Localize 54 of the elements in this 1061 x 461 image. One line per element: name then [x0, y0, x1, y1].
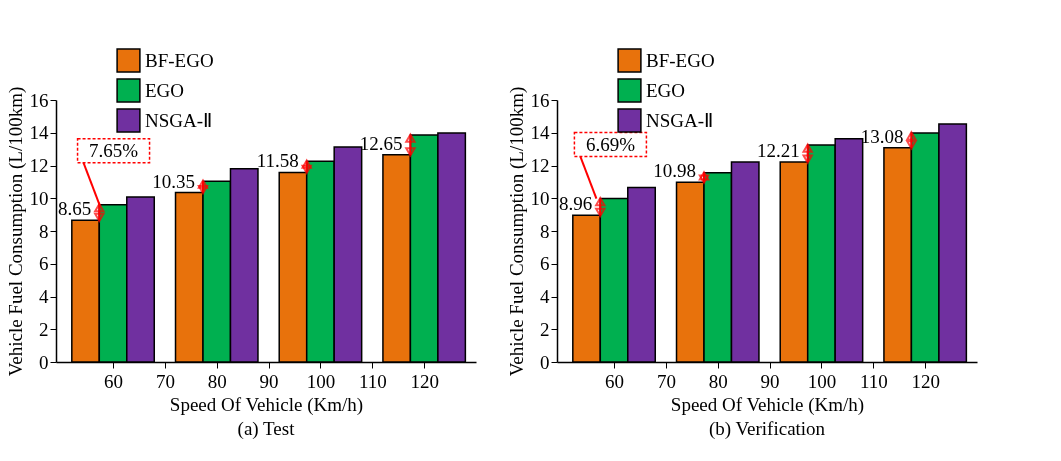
- legend-label: BF-EGO: [646, 49, 715, 71]
- x-tick-label: 60: [104, 370, 124, 392]
- x-axis-title: Speed Of Vehicle (Km/h): [169, 393, 364, 416]
- x-tick-label: 120: [410, 370, 439, 392]
- y-tick-label: 0: [39, 351, 49, 373]
- x-tick-label: 90: [760, 370, 780, 392]
- x-tick-label: 60: [605, 370, 625, 392]
- y-tick-label: 10: [530, 187, 550, 209]
- data-label: 13.08: [860, 125, 904, 147]
- y-tick-label: 4: [39, 286, 49, 307]
- x-axis-title: Speed Of Vehicle (Km/h): [670, 393, 865, 416]
- y-tick-label: 14: [530, 122, 550, 144]
- legend-label: NSGA-Ⅱ: [646, 109, 714, 131]
- data-label: 12.65: [359, 132, 403, 154]
- y-tick-label: 12: [29, 155, 49, 176]
- data-label: 10.35: [152, 170, 195, 192]
- x-tick-label: 100: [807, 370, 837, 392]
- x-tick-label: 110: [859, 370, 888, 392]
- y-axis-title: Vehicle Fuel Consumption (L/100km): [4, 86, 27, 377]
- x-tick-label: 80: [207, 370, 227, 392]
- annotation: 6.69%: [585, 133, 636, 155]
- y-tick-label: 8: [39, 220, 49, 242]
- y-tick-label: 10: [29, 187, 49, 209]
- text: (a) Test: [237, 418, 296, 440]
- y-tick-label: 16: [530, 89, 550, 111]
- y-tick-label: 4: [540, 286, 550, 307]
- data-label: 8.96: [559, 193, 593, 215]
- legend-label: EGO: [646, 79, 686, 101]
- x-tick-label: 100: [306, 370, 336, 392]
- y-tick-label: 6: [540, 253, 550, 275]
- text: (b) Verification: [708, 418, 826, 440]
- x-tick-label: 70: [656, 370, 676, 392]
- y-tick-label: 8: [540, 220, 550, 242]
- x-tick-label: 80: [708, 370, 728, 392]
- y-tick-label: 2: [39, 318, 49, 340]
- data-label: 10.98: [653, 160, 696, 182]
- y-tick-label: 2: [540, 318, 550, 340]
- y-tick-label: 14: [29, 122, 49, 144]
- legend-label: NSGA-Ⅱ: [145, 109, 213, 131]
- x-tick-label: 120: [911, 370, 940, 392]
- y-axis-title: Vehicle Fuel Consumption (L/100km): [505, 86, 528, 377]
- data-label: 12.21: [756, 140, 800, 162]
- annotation: 7.65%: [89, 139, 139, 161]
- x-tick-label: 110: [358, 370, 387, 392]
- y-tick-label: 16: [29, 89, 49, 111]
- y-tick-label: 12: [530, 155, 550, 176]
- y-tick-label: 6: [39, 253, 49, 275]
- legend-label: BF-EGO: [145, 49, 214, 71]
- x-tick-label: 90: [259, 370, 279, 392]
- legend-label: EGO: [145, 79, 185, 101]
- data-label: 8.65: [58, 198, 92, 220]
- y-tick-label: 0: [540, 351, 550, 373]
- data-label: 11.58: [256, 150, 299, 172]
- x-tick-label: 70: [155, 370, 175, 392]
